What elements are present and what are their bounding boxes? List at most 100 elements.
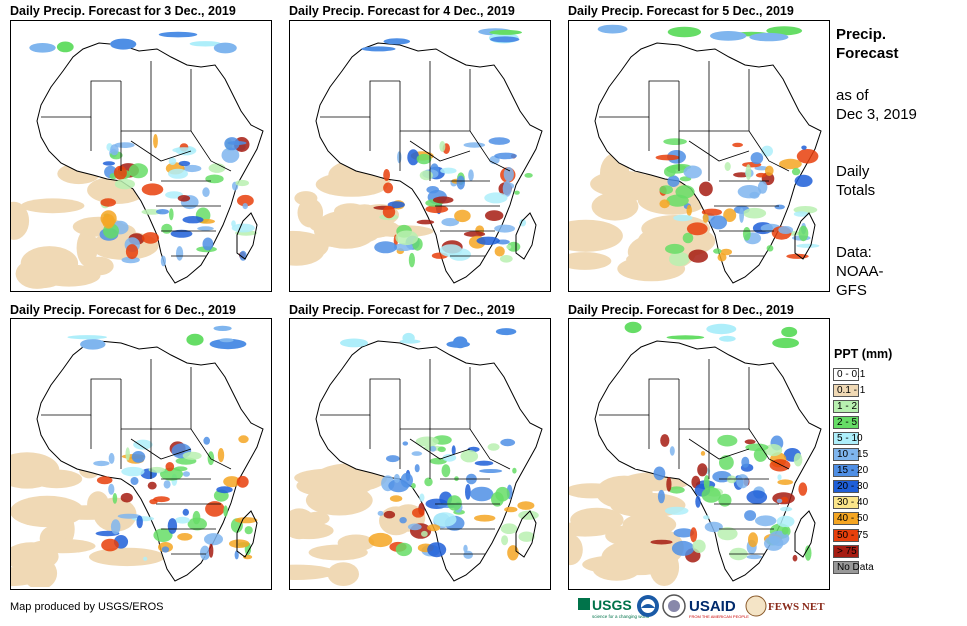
precip-cell [476, 236, 500, 245]
precip-cell [427, 524, 441, 532]
precip-map[interactable] [10, 318, 272, 590]
precip-cell [761, 145, 773, 157]
precip-cell [796, 243, 820, 248]
legend-swatch [833, 367, 859, 381]
precip-cell [669, 446, 675, 456]
dry-area [569, 252, 612, 270]
precip-cell [668, 486, 685, 494]
precip-cell [29, 43, 56, 53]
precip-cell [463, 544, 468, 553]
precip-cell [741, 456, 750, 468]
dos-seal-logo [662, 594, 686, 618]
dry-area [591, 192, 639, 221]
precip-cell [768, 530, 790, 546]
precip-cell [653, 466, 666, 481]
precip-map[interactable] [289, 318, 551, 590]
precip-cell [597, 24, 628, 34]
panel-title: Daily Precip. Forecast for 8 Dec., 2019 [568, 303, 794, 317]
precip-cell [143, 556, 148, 561]
precip-cell [383, 38, 411, 45]
precip-cell [393, 473, 400, 483]
precip-cell [182, 471, 190, 477]
sidebar-title-line: Forecast [836, 45, 899, 62]
dry-area [21, 198, 85, 214]
legend-item: 15 - 20 [833, 464, 905, 478]
precip-cell [748, 532, 758, 548]
country-border [320, 80, 400, 118]
precip-cell [794, 174, 813, 187]
precip-cell [514, 190, 520, 195]
precip-cell [416, 219, 435, 225]
precip-map[interactable] [568, 20, 830, 292]
totals-line: Daily [836, 163, 870, 180]
precip-cell [495, 486, 510, 502]
precip-cell [187, 517, 207, 531]
precip-cell [131, 451, 146, 463]
precip-cell [158, 31, 198, 38]
precip-cell [168, 168, 188, 179]
data-source-line: NOAA- [836, 263, 884, 280]
dry-area [323, 217, 400, 239]
precip-cell [441, 218, 459, 227]
sidebar-title-line: Precip. [836, 26, 887, 43]
precip-map[interactable] [10, 20, 272, 292]
precip-cell [128, 163, 148, 179]
precip-cell [474, 460, 494, 466]
precip-cell [437, 446, 446, 453]
legend-item: 30 - 40 [833, 496, 905, 510]
dry-area [379, 506, 414, 536]
precip-cell [182, 216, 204, 224]
madagascar-outline [515, 510, 537, 558]
country-border [409, 438, 471, 460]
legend-item: 20 - 30 [833, 480, 905, 494]
precip-cell [395, 542, 413, 557]
precip-cell [393, 243, 414, 252]
precip-cell [779, 158, 802, 170]
precip-cell [56, 41, 74, 53]
precip-cell [223, 505, 228, 517]
country-border [190, 428, 232, 470]
precip-cell [432, 196, 454, 204]
precip-cell [96, 476, 113, 485]
precip-cell [153, 134, 158, 149]
precip-cell [177, 195, 191, 202]
precip-cell [772, 337, 799, 349]
precip-cell [798, 225, 809, 242]
fews-net-logo-text: FEWS NET [768, 601, 825, 613]
precip-cell [781, 326, 798, 338]
precip-cell [766, 245, 774, 252]
precip-cell [697, 463, 708, 477]
legend-item: > 75 [833, 544, 905, 558]
legend-label: > 75 [837, 545, 857, 557]
precip-cell [507, 545, 519, 561]
dry-area [569, 534, 583, 566]
precip-cell [439, 141, 446, 152]
precip-cell [197, 226, 214, 231]
precip-cell [382, 205, 396, 219]
precip-cell [427, 542, 447, 558]
precip-cell [234, 550, 239, 560]
precip-cell [791, 167, 801, 176]
as-of-line: Dec 3, 2019 [836, 106, 917, 123]
country-border [469, 428, 511, 470]
precip-cell [655, 154, 680, 161]
country-border [41, 378, 121, 416]
precip-cell [665, 243, 685, 254]
legend-item: 10 - 15 [833, 448, 905, 462]
precip-cell [793, 453, 803, 467]
precip-cell [706, 323, 737, 335]
precip-cell [234, 517, 258, 524]
precip-map[interactable] [289, 20, 551, 292]
precip-cell [202, 237, 214, 251]
dry-area [11, 201, 30, 240]
precip-cell [470, 486, 494, 502]
precip-map[interactable] [568, 318, 830, 590]
precip-cell [440, 167, 457, 174]
precip-cell [182, 164, 202, 173]
country-border [599, 80, 679, 118]
legend-label: 15 - 20 [837, 465, 869, 477]
precip-cell [172, 147, 196, 153]
precip-cell [167, 518, 178, 534]
precip-cell [744, 439, 756, 445]
country-border [190, 130, 232, 172]
